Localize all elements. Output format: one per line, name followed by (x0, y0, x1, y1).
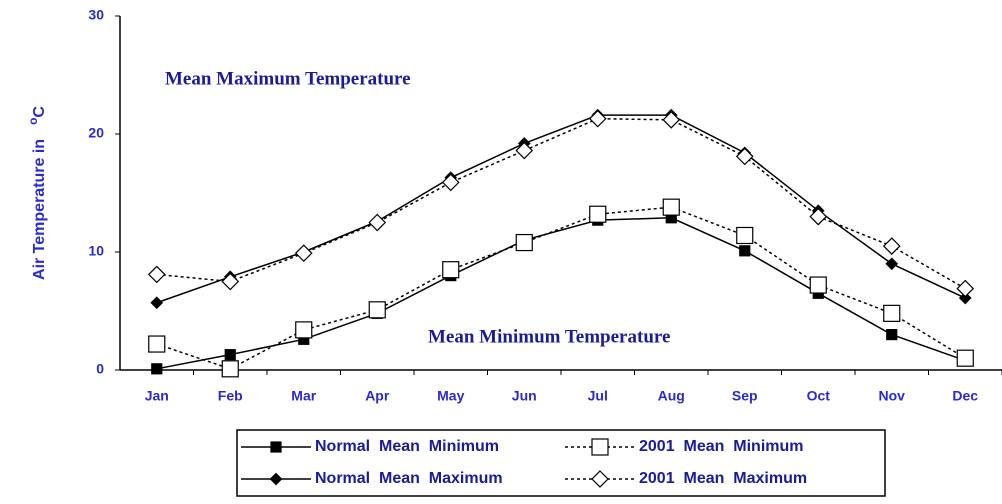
marker (883, 304, 901, 322)
marker (958, 291, 972, 305)
marker (956, 349, 974, 367)
series-line (156, 117, 966, 290)
x-tick-label: Dec (952, 388, 978, 404)
marker (809, 276, 827, 294)
x-tick-label: Nov (879, 388, 906, 404)
x-tick-label: Jun (512, 388, 537, 404)
marker (224, 349, 236, 361)
marker (882, 237, 901, 255)
annotation: Mean Minimum Temperature (428, 326, 670, 347)
marker (515, 141, 534, 160)
y-label-unit: C (31, 106, 48, 118)
x-tick-label: May (437, 388, 464, 404)
legend-marker (270, 441, 282, 453)
marker (588, 109, 607, 128)
marker (150, 296, 164, 310)
series-line (156, 114, 966, 304)
legend-label: Normal Mean Maximum (315, 470, 503, 487)
marker (442, 261, 460, 279)
x-tick-label: Feb (218, 388, 243, 404)
marker (956, 279, 975, 298)
marker (515, 233, 533, 252)
x-tick-label: Sep (732, 388, 758, 404)
marker (151, 363, 163, 375)
marker (368, 213, 387, 232)
marker (662, 198, 680, 216)
marker (147, 265, 166, 284)
marker (295, 321, 313, 339)
annotation: Mean Maximum Temperature (165, 68, 411, 89)
y-label-sup: o (26, 118, 40, 125)
marker (736, 226, 754, 245)
marker (735, 147, 754, 166)
legend-label: 2001 Mean Minimum (639, 438, 804, 455)
marker (739, 245, 751, 257)
x-tick-label: Aug (658, 388, 685, 404)
marker (885, 257, 899, 271)
marker (886, 329, 898, 341)
marker (368, 301, 386, 319)
legend-marker (591, 470, 609, 488)
marker (589, 205, 607, 223)
y-tick-label: 10 (88, 243, 104, 259)
x-tick-label: Mar (291, 388, 316, 404)
x-tick-label: Jul (588, 388, 608, 404)
marker (809, 207, 828, 226)
x-tick-label: Apr (365, 388, 390, 404)
x-tick-label: Oct (807, 388, 831, 404)
legend-marker (269, 472, 283, 486)
series-line (156, 217, 966, 370)
y-axis-label: Air Temperature in oC (26, 106, 48, 280)
x-tick-label: Jan (145, 388, 169, 404)
legend-label: 2001 Mean Maximum (639, 470, 807, 487)
marker (148, 335, 166, 353)
marker (221, 272, 240, 291)
marker (662, 110, 681, 129)
marker (221, 360, 239, 378)
legend-box (236, 429, 886, 497)
legend-marker (591, 438, 609, 456)
marker (294, 244, 313, 263)
marker (441, 173, 460, 192)
legend-label: Normal Mean Minimum (315, 438, 499, 455)
y-tick-label: 20 (88, 125, 104, 141)
y-label-text: Air Temperature in (31, 139, 48, 280)
y-tick-label: 0 (96, 361, 104, 377)
y-tick-label: 30 (88, 7, 104, 23)
series-line (156, 206, 966, 370)
